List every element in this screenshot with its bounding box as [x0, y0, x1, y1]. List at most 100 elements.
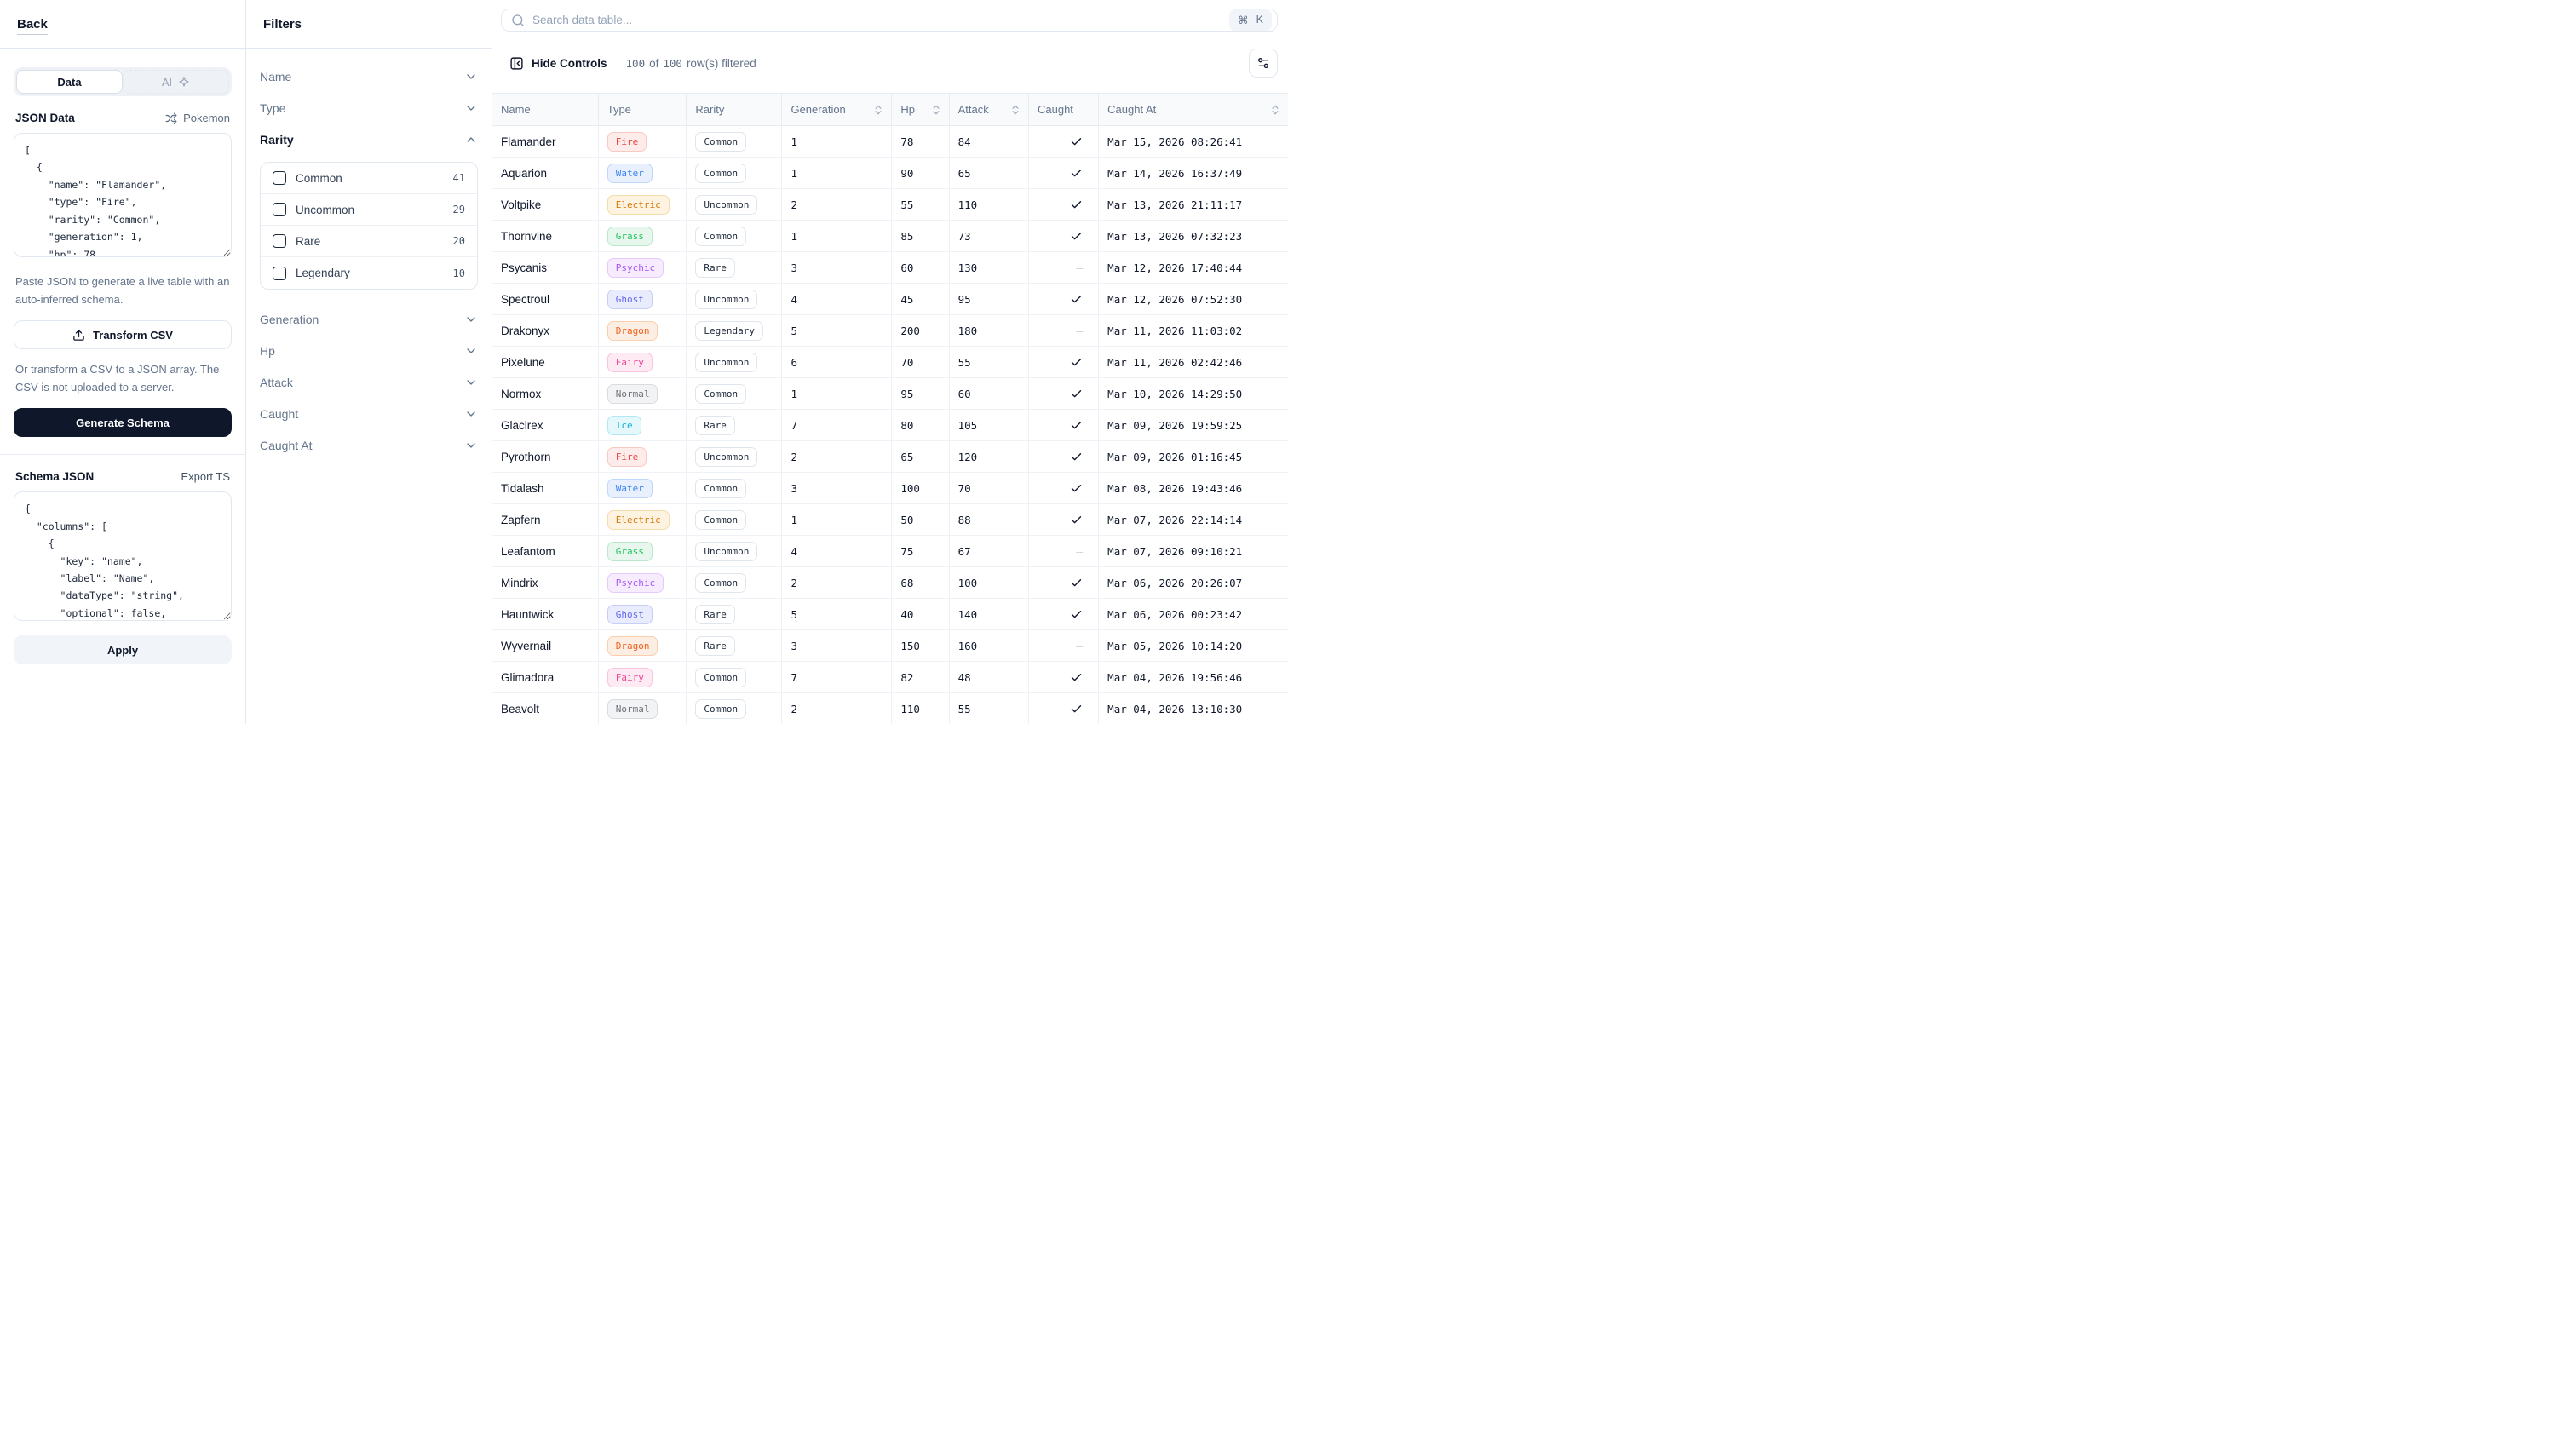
tab-data[interactable]: Data: [16, 70, 123, 94]
filter-option-row[interactable]: Rare 20: [261, 226, 477, 257]
checkbox[interactable]: [273, 171, 286, 185]
cell-name: Voltpike: [492, 188, 599, 221]
filter-option-row[interactable]: Uncommon 29: [261, 194, 477, 226]
cell-generation: 7: [781, 661, 893, 693]
filter-item-label: Name: [260, 69, 292, 83]
filter-item-name[interactable]: Name: [260, 60, 478, 92]
k-key: K: [1256, 14, 1263, 26]
cell-caught: [1028, 661, 1100, 693]
search-bar: ⌘ K: [501, 9, 1278, 32]
filter-item-hp[interactable]: Hp: [260, 335, 478, 366]
json-data-caption: Paste JSON to generate a live table with…: [15, 275, 230, 306]
cell-attack: 84: [949, 125, 1029, 158]
type-badge: Electric: [607, 194, 670, 215]
json-data-label-row: JSON Data Pokemon: [15, 112, 230, 124]
table-row: Voltpike Electric Uncommon 2 55 110 Mar …: [492, 188, 1288, 221]
cell-caught: [1028, 157, 1100, 189]
cell-name: Spectroul: [492, 283, 599, 315]
rarity-badge: Common: [695, 572, 747, 593]
cell-caught-at: Mar 07, 2026 22:14:14: [1098, 503, 1288, 536]
sort-icon[interactable]: [872, 104, 884, 116]
dash-icon: –: [1076, 324, 1084, 337]
cell-generation: 6: [781, 346, 893, 378]
filter-option-row[interactable]: Common 41: [261, 163, 477, 194]
keyboard-shortcut-badge: ⌘ K: [1229, 9, 1272, 31]
generate-schema-button[interactable]: Generate Schema: [14, 408, 232, 438]
column-header-label: Attack: [957, 103, 989, 116]
table-row: Pyrothorn Fire Uncommon 2 65 120 Mar 09,…: [492, 440, 1288, 473]
cell-type: Dragon: [598, 629, 687, 662]
panel-collapse-icon: [510, 56, 523, 70]
cell-type: Ghost: [598, 283, 687, 315]
mode-tabs: Data AI: [14, 67, 232, 96]
filter-option-count: 20: [452, 235, 465, 247]
cell-caught: [1028, 377, 1100, 410]
check-icon: [1070, 513, 1083, 526]
table-header-row: Name Type Rarity Generation Hp Attack: [492, 93, 1288, 126]
sidebar-body: Data AI JSON Data Pokemon [ { "name": "F…: [0, 49, 245, 665]
column-header-generation: Generation: [781, 93, 893, 126]
chevron-up-icon: [467, 136, 475, 142]
export-ts-button[interactable]: Export TS: [181, 470, 230, 484]
cell-type: Grass: [598, 535, 687, 567]
apply-button[interactable]: Apply: [14, 635, 232, 665]
schema-json-input[interactable]: { "columns": [ { "key": "name", "label":…: [14, 491, 232, 622]
cell-caught: [1028, 346, 1100, 378]
cell-type: Ice: [598, 409, 687, 441]
filter-item-type[interactable]: Type: [260, 92, 478, 124]
sort-icon[interactable]: [1009, 104, 1021, 116]
rarity-badge: Common: [695, 698, 747, 719]
cell-type: Water: [598, 472, 687, 504]
filter-option-label: Uncommon: [296, 203, 355, 216]
chevron-down-icon: [467, 316, 475, 322]
sort-icon[interactable]: [930, 104, 942, 116]
hide-controls-button[interactable]: Hide Controls: [509, 56, 607, 71]
cell-caught-at: Mar 10, 2026 14:29:50: [1098, 377, 1288, 410]
cell-hp: 95: [891, 377, 950, 410]
cell-rarity: Common: [686, 661, 783, 693]
cell-attack: 105: [949, 409, 1029, 441]
table-row: Normox Normal Common 1 95 60 Mar 10, 202…: [492, 377, 1288, 410]
rarity-options-group: Common 41 Uncommon 29 Rare 20 Legendary …: [260, 162, 478, 290]
cell-caught-at: Mar 11, 2026 11:03:02: [1098, 314, 1288, 347]
command-key: ⌘: [1238, 14, 1249, 26]
filter-option-row[interactable]: Legendary 10: [261, 257, 477, 289]
cell-generation: 2: [781, 188, 893, 221]
cell-caught: –: [1028, 251, 1100, 284]
type-badge: Grass: [607, 541, 653, 561]
cell-rarity: Common: [686, 503, 783, 536]
back-link[interactable]: Back: [17, 16, 48, 32]
check-icon: [1070, 135, 1083, 147]
filter-item-label: Type: [260, 101, 286, 115]
cell-name: Flamander: [492, 125, 599, 158]
transform-csv-button[interactable]: Transform CSV: [14, 320, 232, 350]
view-options-button[interactable]: [1249, 49, 1278, 78]
filter-list: Name Type Rarity Common 41 Uncommon 29 R…: [246, 49, 492, 461]
json-data-input[interactable]: [ { "name": "Flamander", "type": "Fire",…: [14, 133, 232, 257]
filter-item-label: Generation: [260, 312, 319, 326]
cell-generation: 2: [781, 440, 893, 473]
table-row: Zapfern Electric Common 1 50 88 Mar 07, …: [492, 503, 1288, 536]
filter-item-generation[interactable]: Generation: [260, 303, 478, 335]
type-badge: Fire: [607, 131, 647, 152]
data-table-wrap: Name Type Rarity Generation Hp Attack: [492, 93, 1288, 724]
checkbox[interactable]: [273, 203, 286, 216]
filter-item-caught-at[interactable]: Caught At: [260, 429, 478, 461]
cell-attack: 140: [949, 598, 1029, 630]
filter-item-attack[interactable]: Attack: [260, 366, 478, 398]
checkbox[interactable]: [273, 234, 286, 248]
filter-item-rarity[interactable]: Rarity: [260, 124, 478, 155]
search-input[interactable]: [532, 14, 1222, 26]
cell-hp: 80: [891, 409, 950, 441]
cell-hp: 75: [891, 535, 950, 567]
type-badge: Fairy: [607, 352, 653, 372]
checkbox[interactable]: [273, 266, 286, 280]
filter-item-caught[interactable]: Caught: [260, 398, 478, 429]
sort-icon[interactable]: [1269, 104, 1281, 116]
rarity-badge: Common: [695, 478, 747, 498]
cell-generation: 4: [781, 535, 893, 567]
tab-ai[interactable]: AI: [123, 70, 229, 94]
table-row: Wyvernail Dragon Rare 3 150 160 – Mar 05…: [492, 629, 1288, 662]
randomize-dataset-button[interactable]: Pokemon: [165, 112, 230, 124]
filter-option-label: Common: [296, 171, 342, 185]
